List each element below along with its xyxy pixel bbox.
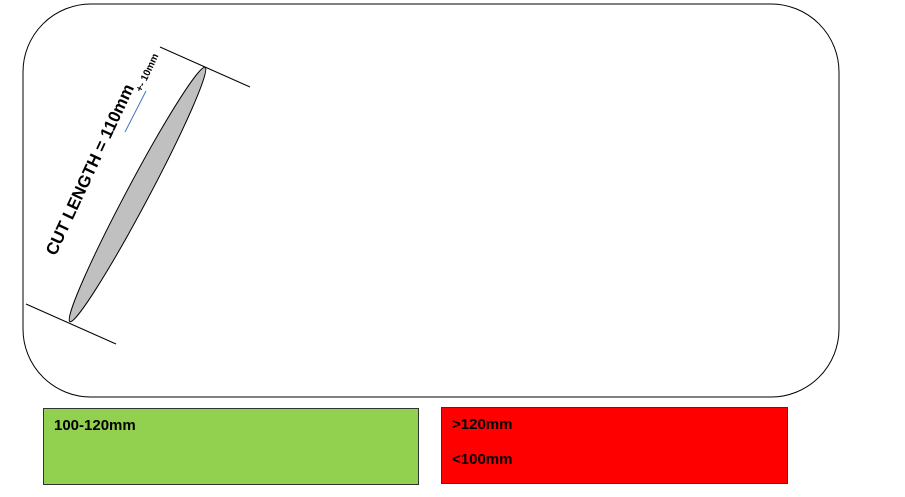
legend-reject-label-over: >120mm: [452, 416, 513, 433]
legend-reject-box: >120mm <100mm: [441, 407, 788, 484]
dimension-extension-line-bottom: [25, 303, 117, 345]
legend-accept-box: 100-120mm: [43, 408, 419, 485]
tolerance-underline: [124, 90, 147, 133]
diagram-panel: [22, 3, 840, 398]
cut-part-ellipse: [68, 66, 207, 323]
legend-accept-label: 100-120mm: [54, 417, 136, 434]
legend-reject-label-under: <100mm: [452, 451, 513, 468]
